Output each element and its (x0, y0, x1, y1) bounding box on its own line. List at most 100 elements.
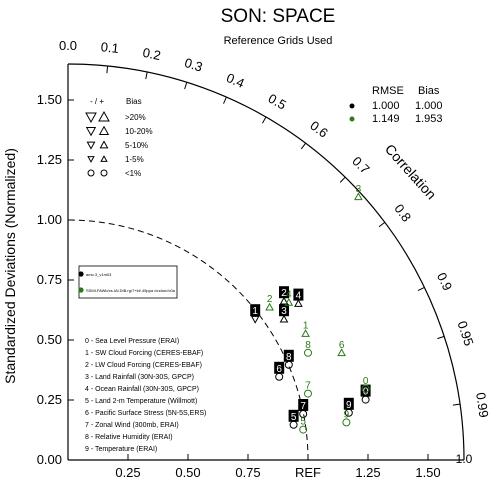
data-point-label: 2 (281, 288, 287, 299)
variable-legend-item: 3 - Land Rainfall (30N-30S, GPCP) (85, 374, 194, 381)
correlation-tick-label: 0.2 (141, 45, 162, 63)
bias-legend-negative-marker (87, 156, 95, 163)
rmse-legend-rmse-header: RMSE (372, 85, 404, 97)
data-point-marker (304, 389, 312, 398)
variable-legend-item: 1 - SW Cloud Forcing (CERES-EBAF) (85, 350, 203, 357)
variable-legend-item: 2 - LW Cloud Forcing (CERES-EBAF) (85, 362, 202, 369)
variable-legend-item: 9 - Temperature (ERAI) (85, 446, 157, 453)
y-tick-label: 0.50 (37, 332, 62, 347)
bias-legend-bias-header: Bias (126, 97, 142, 106)
data-point-label: 9 (346, 400, 352, 411)
correlation-tick-label: 0.3 (183, 55, 205, 75)
data-point-label: 6 (339, 340, 345, 351)
correlation-tick (106, 65, 109, 74)
y-tick-label: 0.00 (37, 452, 62, 467)
rmse-legend-rmse-value: 1.149 (372, 113, 400, 125)
bias-legend-negative-marker (85, 112, 97, 124)
correlation-outer-arc (67, 63, 465, 461)
variable-legend-item: 6 - Pacific Surface Stress (5N-5S,ERS) (85, 410, 206, 417)
correlation-tick-label: 0.9 (434, 270, 455, 293)
case-legend-dot (78, 271, 84, 277)
rmse-legend-dot (349, 103, 355, 109)
data-point-label-box (274, 361, 285, 374)
correlation-arc-label: Correlation (382, 141, 440, 203)
variable-legend-item: 4 - Ocean Rainfall (30N-30S, GPCP) (85, 386, 199, 393)
correlation-tick (452, 403, 461, 406)
x-tick-label: 0.25 (115, 465, 140, 480)
y-tick-label: 1.00 (37, 212, 62, 227)
correlation-tick (378, 221, 386, 228)
correlation-tick-label: 0.6 (307, 118, 330, 141)
bias-legend-positive-marker (100, 155, 108, 162)
correlation-tick (417, 286, 425, 291)
bias-legend: - / + Bias >20% 10-20% 5-10% 1-5% <1% (85, 97, 153, 178)
correlation-tick-label: 0.8 (391, 201, 414, 224)
y-tick-label: 0.75 (37, 272, 62, 287)
rmse-legend-rmse-value: 1.000 (372, 100, 400, 112)
correlation-tick-label: 0.1 (100, 39, 119, 56)
data-point-label-box (288, 409, 299, 422)
data-point-label: 7 (305, 381, 311, 392)
rmse-legend-bias-value: 1.953 (415, 113, 443, 125)
data-point-label: 8 (305, 340, 311, 351)
x-end-label: 1.0 (456, 452, 473, 466)
x-tick-label: 1.25 (355, 465, 380, 480)
data-point-label: 4 (286, 289, 292, 300)
data-point-label-box (279, 304, 289, 317)
bias-legend-label: 5-10% (125, 141, 148, 150)
correlation-tick-label: 0.95 (454, 319, 476, 348)
data-point-marker (354, 192, 363, 201)
y-tick-label: 1.50 (37, 92, 62, 107)
data-point-label-box (360, 384, 371, 397)
data-point-label-box (343, 397, 354, 410)
bias-legend-rows: >20% 10-20% 5-10% 1-5% <1% (85, 110, 153, 178)
case-legend-dot (78, 287, 84, 293)
x-tick-label: REF (295, 465, 321, 480)
data-point-label: 3 (281, 306, 287, 317)
x-tick-label: 1.50 (415, 465, 440, 480)
data-point-marker (301, 329, 310, 337)
data-point-marker (294, 299, 303, 307)
correlation-tick-label: 0.99 (473, 391, 491, 418)
correlation-tick (300, 142, 307, 150)
chart-title: SON: SPACE (221, 6, 336, 27)
data-point-label-box (250, 304, 261, 317)
data-point-marker (284, 297, 294, 306)
y-axis-label: Standardized Deviations (Normalized) (2, 148, 18, 384)
chart-subtitle: Reference Grids Used (224, 35, 333, 47)
x-tick-label: 0.75 (235, 465, 260, 480)
axes-group: 0.25 0.50 0.75 REF 1.25 1.501.00.000.250.500.… (37, 38, 492, 480)
data-point-label: 1 (252, 306, 258, 317)
variable-legend-item: 5 - Land 2-m Temperature (Willmott) (85, 398, 197, 405)
data-point-label-box (293, 288, 304, 301)
case-legend-frame (78, 265, 178, 299)
data-point-label: 8 (286, 352, 292, 363)
bias-legend-negative-marker (86, 141, 96, 150)
data-point-label: 5 (300, 417, 306, 428)
bias-legend-label: 1-5% (125, 155, 144, 164)
bias-legend-label: >20% (125, 113, 146, 122)
correlation-tick (145, 71, 148, 80)
correlation-tick-label: 0.7 (349, 153, 372, 176)
bias-legend-sign-header: - / + (90, 97, 104, 106)
y-tick-label: 0.25 (37, 392, 62, 407)
rmse-legend-bias-header: Bias (418, 85, 440, 97)
data-point-marker (265, 302, 274, 311)
data-point-label: 0 (363, 376, 369, 387)
data-point-label-box (279, 286, 289, 299)
y-tick-label: 1.25 (37, 152, 62, 167)
data-point-label: 2 (267, 294, 273, 305)
correlation-tick (339, 176, 346, 183)
data-point-label-box (283, 349, 294, 362)
rmse-legend-bias-value: 1.000 (415, 100, 443, 112)
data-point-marker (279, 314, 289, 323)
data-point-marker (337, 348, 346, 357)
bias-legend-positive-marker (99, 140, 109, 149)
data-point-label: 6 (276, 364, 282, 375)
rmse-legend-dot (349, 116, 355, 122)
